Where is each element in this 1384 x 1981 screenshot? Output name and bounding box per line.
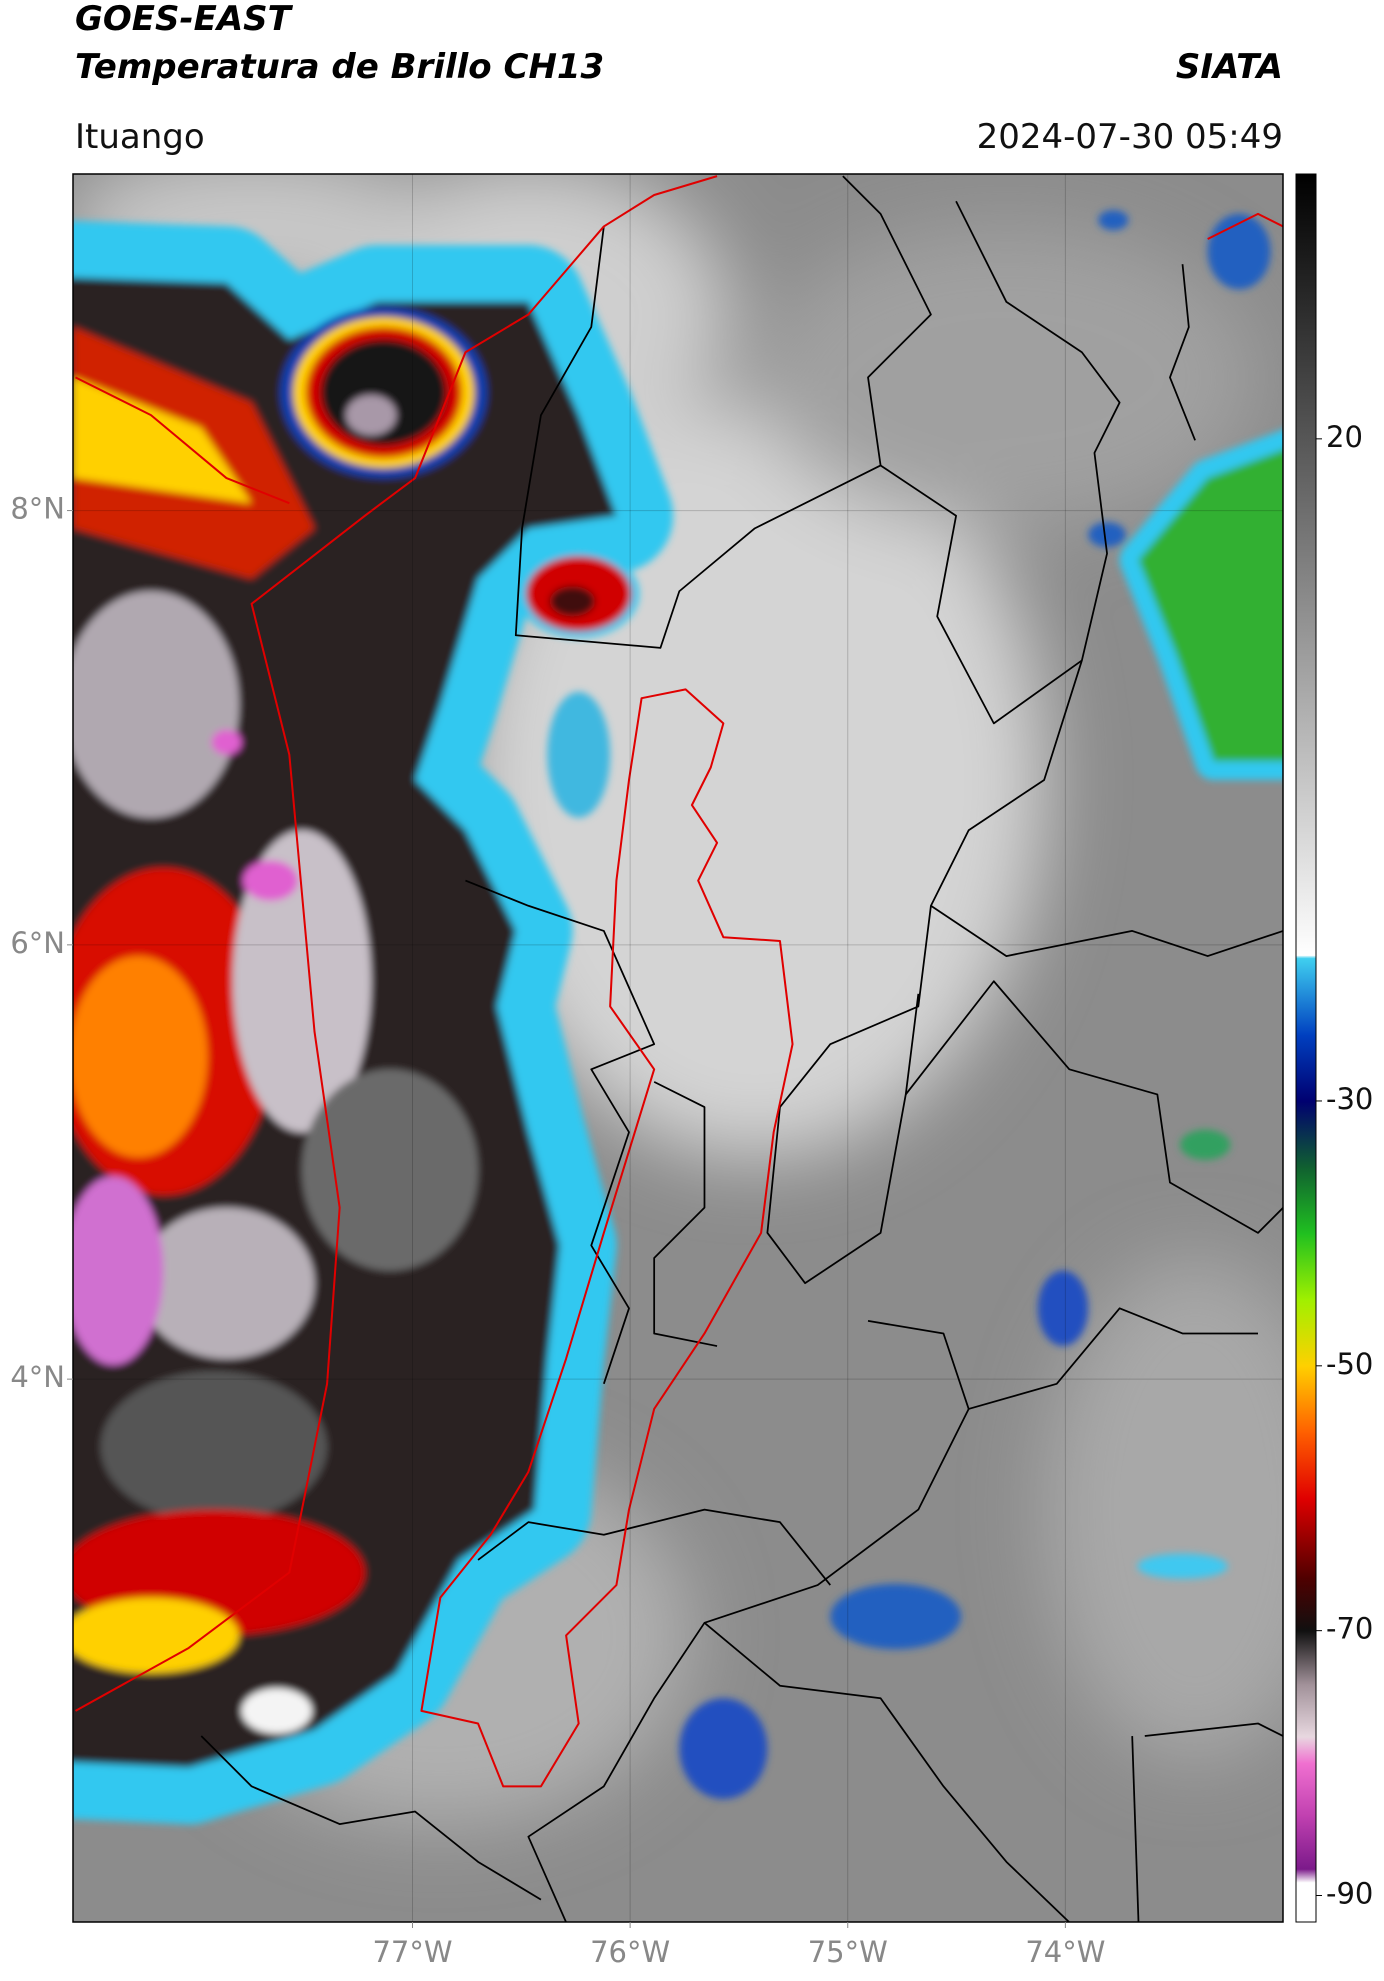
plot-frame bbox=[72, 173, 1284, 1923]
y-tick-label: 6°N bbox=[10, 926, 65, 960]
colorbar-segment bbox=[1296, 955, 1316, 959]
x-tick-label: 77°W bbox=[372, 1935, 452, 1969]
colorbar-tick-label: 20 bbox=[1326, 420, 1363, 454]
colorbar-segment bbox=[1296, 1816, 1316, 1870]
colorbar-segment bbox=[1296, 174, 1316, 956]
colorbar-segment bbox=[1296, 1869, 1316, 1883]
location: Ituango bbox=[75, 117, 205, 157]
colorbar-frame bbox=[1295, 173, 1317, 1923]
title: GOES-EAST bbox=[75, 0, 294, 39]
colorbar-segment bbox=[1296, 1882, 1316, 1923]
datetime: 2024-07-30 05:49 bbox=[977, 117, 1283, 157]
colorbar-segment bbox=[1296, 1763, 1316, 1817]
subtitle: Temperatura de Brillo CH13 bbox=[75, 47, 604, 87]
colorbar-segment bbox=[1296, 1365, 1316, 1433]
colorbar-tick-label: -90 bbox=[1326, 1877, 1373, 1911]
colorbar-tick-label: -30 bbox=[1326, 1082, 1373, 1116]
x-tick-label: 76°W bbox=[590, 1935, 670, 1969]
brand: SIATA bbox=[1176, 47, 1283, 87]
colorbar-segment bbox=[1296, 1034, 1316, 1102]
colorbar-segment bbox=[1296, 1498, 1316, 1579]
colorbar-tick-label: -70 bbox=[1326, 1612, 1373, 1646]
x-tick-label: 75°W bbox=[808, 1935, 888, 1969]
colorbar-segment bbox=[1296, 1167, 1316, 1234]
colorbar-segment bbox=[1296, 1736, 1316, 1764]
colorbar-segment bbox=[1296, 1683, 1316, 1738]
satellite-image bbox=[73, 174, 1283, 1922]
y-tick-label: 4°N bbox=[10, 1360, 65, 1394]
colorbar-segment bbox=[1296, 1233, 1316, 1301]
colorbar-segment bbox=[1296, 1100, 1316, 1168]
colorbar-tick-label: -50 bbox=[1326, 1347, 1373, 1381]
colorbar-segment bbox=[1296, 1577, 1316, 1632]
colorbar-segment bbox=[1296, 1299, 1316, 1367]
colorbar-segment bbox=[1296, 1432, 1316, 1499]
colorbar-segment bbox=[1296, 957, 1316, 1036]
colorbar-segment bbox=[1296, 1630, 1316, 1685]
y-tick-label: 8°N bbox=[10, 492, 65, 526]
x-tick-label: 74°W bbox=[1025, 1935, 1105, 1969]
